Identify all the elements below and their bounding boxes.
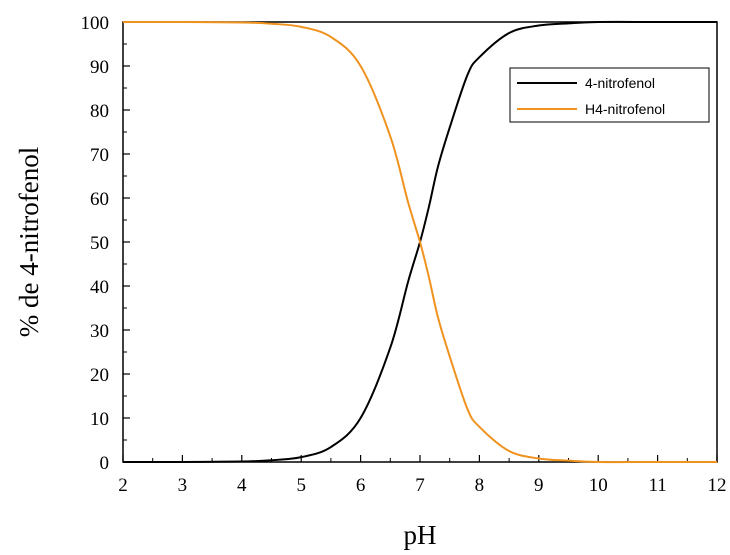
x-tick-label: 9	[534, 475, 544, 496]
y-tick-label: 40	[90, 277, 109, 298]
x-tick-label: 6	[356, 475, 366, 496]
y-tick-label: 0	[100, 453, 110, 474]
x-tick-label: 11	[648, 475, 666, 496]
x-tick-label: 4	[237, 475, 247, 496]
y-tick-label: 20	[90, 365, 109, 386]
legend-box	[509, 67, 710, 123]
y-tick-label: 50	[90, 233, 109, 254]
legend-label-h4-nitrofenol: H4-nitrofenol	[585, 101, 665, 117]
x-tick-label: 2	[118, 475, 128, 496]
y-tick-label: 80	[90, 101, 109, 122]
x-tick-label: 5	[296, 475, 306, 496]
y-tick-label: 90	[90, 57, 109, 78]
x-tick-label: 8	[475, 475, 485, 496]
y-tick-label: 70	[90, 145, 109, 166]
y-tick-label: 100	[81, 13, 110, 34]
x-tick-label: 3	[178, 475, 188, 496]
y-tick-label: 30	[90, 321, 109, 342]
series-line-0	[122, 20, 717, 464]
y-axis-title: % de 4-nitrofenol	[14, 147, 44, 337]
series-line-1	[122, 20, 717, 464]
x-axis-title: pH	[404, 520, 437, 550]
y-tick-label: 10	[90, 409, 109, 430]
series-layer	[122, 20, 717, 464]
legend: 4-nitrofenol H4-nitrofenol	[509, 67, 710, 123]
axis-ticks: 2 3 4 5 6 7 8 9 10 11 12 0 10 20 30 40 50 60 70 80 90 100	[81, 13, 727, 496]
x-tick-label: 12	[708, 475, 727, 496]
x-tick-label: 7	[415, 475, 425, 496]
x-tick-label: 10	[589, 475, 608, 496]
legend-label-4-nitrofenol: 4-nitrofenol	[585, 75, 655, 91]
y-tick-label: 60	[90, 189, 109, 210]
